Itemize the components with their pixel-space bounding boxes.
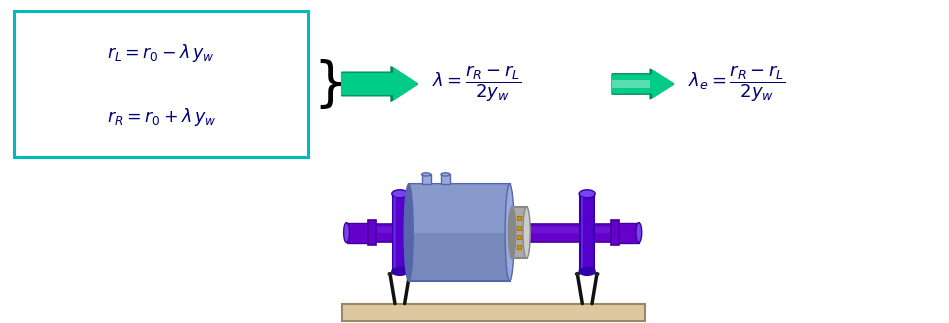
Ellipse shape [595, 273, 599, 275]
Bar [367, 220, 376, 245]
Text: $\}$: $\}$ [313, 57, 343, 111]
Bar [612, 80, 650, 88]
Bar [581, 197, 583, 268]
Bar [517, 235, 521, 239]
Ellipse shape [421, 173, 431, 176]
Text: $\lambda = \dfrac{r_R - r_L}{2y_w}$: $\lambda = \dfrac{r_R - r_L}{2y_w}$ [432, 64, 521, 104]
FancyArrow shape [342, 67, 418, 101]
Bar [517, 245, 521, 249]
Ellipse shape [344, 223, 349, 243]
Ellipse shape [392, 190, 408, 198]
Ellipse shape [392, 267, 408, 275]
Bar [517, 226, 521, 230]
Text: $\lambda_e = \dfrac{r_R - r_L}{2y_w}$: $\lambda_e = \dfrac{r_R - r_L}{2y_w}$ [688, 64, 786, 104]
Bar [441, 174, 450, 184]
Ellipse shape [636, 223, 642, 243]
FancyArrow shape [342, 68, 418, 100]
Ellipse shape [579, 267, 595, 275]
Bar [409, 184, 510, 233]
Ellipse shape [575, 273, 580, 275]
Ellipse shape [388, 273, 392, 275]
Ellipse shape [407, 273, 412, 275]
Ellipse shape [505, 184, 514, 281]
FancyArrow shape [612, 69, 674, 99]
Bar [580, 194, 594, 271]
Bar [409, 184, 510, 281]
Ellipse shape [579, 190, 595, 198]
Bar [611, 220, 620, 245]
Bar [393, 194, 407, 271]
Ellipse shape [404, 184, 413, 281]
Bar [421, 174, 431, 184]
Bar [517, 216, 521, 220]
Bar [346, 223, 369, 243]
FancyBboxPatch shape [14, 11, 308, 157]
Text: $r_R=r_0+\lambda\, y_w$: $r_R=r_0+\lambda\, y_w$ [106, 106, 216, 128]
Bar [348, 224, 639, 242]
Bar [393, 197, 396, 268]
Ellipse shape [523, 207, 530, 258]
FancyArrow shape [612, 71, 674, 97]
Bar [342, 304, 645, 321]
Text: $r_L=r_0-\lambda\, y_w$: $r_L=r_0-\lambda\, y_w$ [107, 42, 215, 64]
Ellipse shape [441, 173, 450, 176]
Bar [618, 223, 639, 243]
Bar [512, 207, 527, 258]
Ellipse shape [509, 207, 515, 258]
Bar [348, 227, 639, 233]
